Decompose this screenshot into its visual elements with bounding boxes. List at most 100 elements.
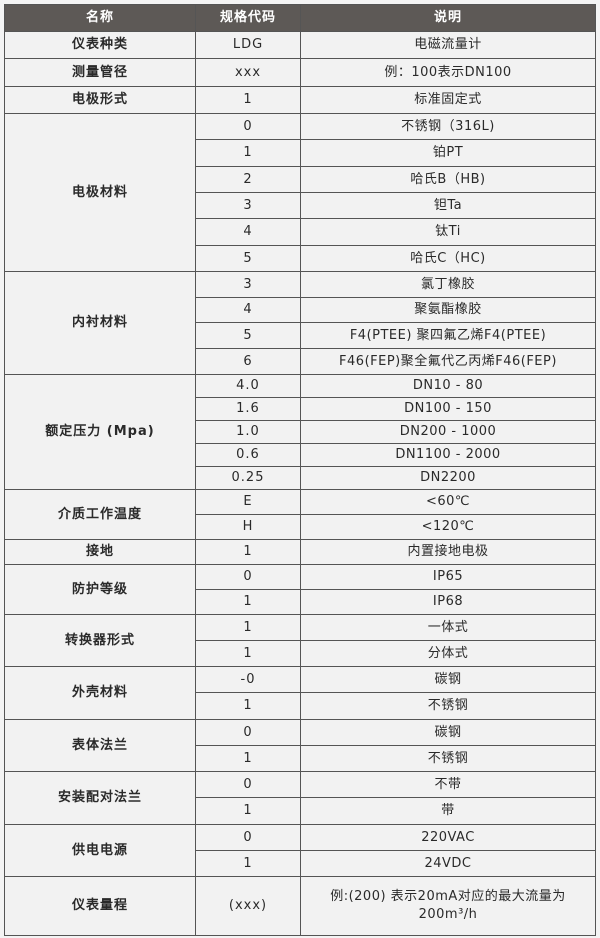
spec-name: 介质工作温度 — [4, 488, 196, 540]
spec-code: 1 — [195, 538, 301, 565]
spec-name: 安装配对法兰 — [4, 770, 196, 825]
table-row: 防护等级 0 IP65 — [4, 563, 596, 615]
spec-description: 一体式 — [300, 613, 596, 641]
table-row: 4 钛Ti — [5, 218, 596, 246]
table-row: 5 F4(PTEE) 聚四氟乙烯F4(PTEE) — [5, 322, 596, 350]
spec-code: 0 — [195, 718, 301, 746]
spec-description: 钽Ta — [300, 191, 596, 220]
table-row: 1 分体式 — [5, 639, 596, 667]
spec-name: 外壳材料 — [4, 665, 196, 720]
spec-description: 不带 — [300, 770, 596, 799]
table-row: 仪表种类 LDG 电磁流量计 — [4, 31, 596, 59]
spec-code: 1 — [195, 797, 301, 825]
spec-code: 1 — [195, 588, 301, 615]
table-row: 接地 1 内置接地电极 — [4, 538, 596, 565]
spec-code: 1.6 — [195, 396, 301, 421]
spec-table: 名称 规格代码 说明 仪表种类 LDG 电磁流量计 测量管径 xxx 例：100表示DN1… — [4, 4, 596, 936]
spec-code: 6 — [195, 348, 301, 375]
spec-description: 标准固定式 — [300, 86, 596, 114]
spec-code: (xxx) — [195, 875, 301, 936]
spec-code: 1 — [195, 86, 301, 114]
spec-code: 0 — [195, 770, 301, 799]
spec-name: 转换器形式 — [4, 613, 196, 667]
spec-name: 额定压力 (Mpa) — [4, 373, 196, 490]
spec-name: 测量管径 — [4, 58, 196, 87]
table-row: 测量管径 xxx 例：100表示DN100 — [4, 58, 596, 87]
spec-code: 1 — [195, 849, 301, 877]
spec-code: 4 — [195, 296, 301, 324]
table-row: 安装配对法兰 0 不带 — [4, 770, 596, 825]
table-row: 额定压力 (Mpa) 4.0 DN10 - 80 — [4, 373, 596, 490]
table-row: 5 哈氏C（HC) — [5, 244, 596, 272]
spec-code: 0 — [195, 563, 301, 590]
spec-code: 3 — [195, 270, 301, 298]
spec-name: 表体法兰 — [4, 718, 196, 772]
spec-description: 例:(200) 表示20mA对应的最大流量为200m³/h — [300, 875, 596, 936]
table-row: 电极材料 0 不锈钢（316L) — [4, 112, 596, 272]
spec-code: 1 — [195, 639, 301, 667]
spec-name: 仪表量程 — [4, 875, 196, 936]
spec-name: 内衬材料 — [4, 270, 196, 375]
spec-description: IP65 — [300, 563, 596, 590]
spec-code: 0.6 — [195, 442, 301, 467]
spec-description: DN100 - 150 — [300, 396, 596, 421]
table-row: 电极形式 1 标准固定式 — [4, 86, 596, 114]
table-row: 1 IP68 — [5, 588, 596, 615]
spec-code: E — [195, 488, 301, 515]
spec-code: 1 — [195, 613, 301, 641]
table-row: 转换器形式 1 一体式 — [4, 613, 596, 667]
spec-description: 氯丁橡胶 — [300, 270, 596, 298]
spec-description: 不锈钢 — [300, 744, 596, 772]
spec-code: 1 — [195, 744, 301, 772]
spec-code: 3 — [195, 191, 301, 220]
spec-description: 铂PT — [300, 139, 596, 167]
table-row: 6 F46(FEP)聚全氟代乙丙烯F46(FEP) — [5, 348, 596, 375]
spec-name: 接地 — [4, 538, 196, 565]
spec-description: 电磁流量计 — [300, 31, 596, 59]
spec-code: 5 — [195, 322, 301, 350]
spec-description: 钛Ti — [300, 218, 596, 246]
header-desc: 说明 — [300, 4, 596, 32]
table-row: 2 哈氏B（HB) — [5, 165, 596, 193]
table-row: 0.6 DN1100 - 2000 — [5, 442, 596, 467]
spec-description: IP68 — [300, 588, 596, 615]
spec-code: 0.25 — [195, 465, 301, 490]
header-code: 规格代码 — [195, 4, 301, 32]
spec-description: 例：100表示DN100 — [300, 58, 596, 87]
spec-description: <120℃ — [300, 513, 596, 540]
spec-code: LDG — [195, 31, 301, 59]
spec-description: F46(FEP)聚全氟代乙丙烯F46(FEP) — [300, 348, 596, 375]
table-row: 表体法兰 0 碳钢 — [4, 718, 596, 772]
table-row: H <120℃ — [5, 513, 596, 540]
spec-code: 0 — [195, 112, 301, 141]
spec-code: 2 — [195, 165, 301, 193]
table-row: 外壳材料 -0 碳钢 — [4, 665, 596, 720]
spec-description: DN10 - 80 — [300, 373, 596, 398]
spec-description: DN200 - 1000 — [300, 419, 596, 444]
spec-code: 4.0 — [195, 373, 301, 398]
table-row: 1 24VDC — [5, 849, 596, 877]
spec-code: 1.0 — [195, 419, 301, 444]
header-name: 名称 — [4, 4, 196, 32]
spec-description: 哈氏C（HC) — [300, 244, 596, 272]
spec-name: 电极形式 — [4, 86, 196, 114]
spec-description: 不锈钢（316L) — [300, 112, 596, 141]
spec-code: 0 — [195, 823, 301, 851]
spec-name: 电极材料 — [4, 113, 196, 272]
table-row: 4 聚氨酯橡胶 — [5, 296, 596, 324]
table-row: 介质工作温度 E <60℃ — [4, 488, 596, 540]
spec-code: -0 — [195, 665, 301, 694]
spec-description: <60℃ — [300, 488, 596, 515]
table-row: 1.0 DN200 - 1000 — [5, 419, 596, 444]
spec-description: DN2200 — [300, 465, 596, 490]
table-row: 1.6 DN100 - 150 — [5, 396, 596, 421]
table-body: 仪表种类 LDG 电磁流量计 测量管径 xxx 例：100表示DN100 电极形式 1 标准固定… — [4, 31, 596, 936]
spec-name: 防护等级 — [4, 563, 196, 615]
spec-description: 碳钢 — [300, 665, 596, 694]
spec-code: 5 — [195, 244, 301, 272]
table-row: 1 不锈钢 — [5, 744, 596, 772]
table-row: 仪表量程 (xxx) 例:(200) 表示20mA对应的最大流量为200m³/h — [4, 875, 596, 936]
spec-description: 哈氏B（HB) — [300, 165, 596, 193]
table-row: 供电电源 0 220VAC — [4, 823, 596, 877]
spec-code: H — [195, 513, 301, 540]
